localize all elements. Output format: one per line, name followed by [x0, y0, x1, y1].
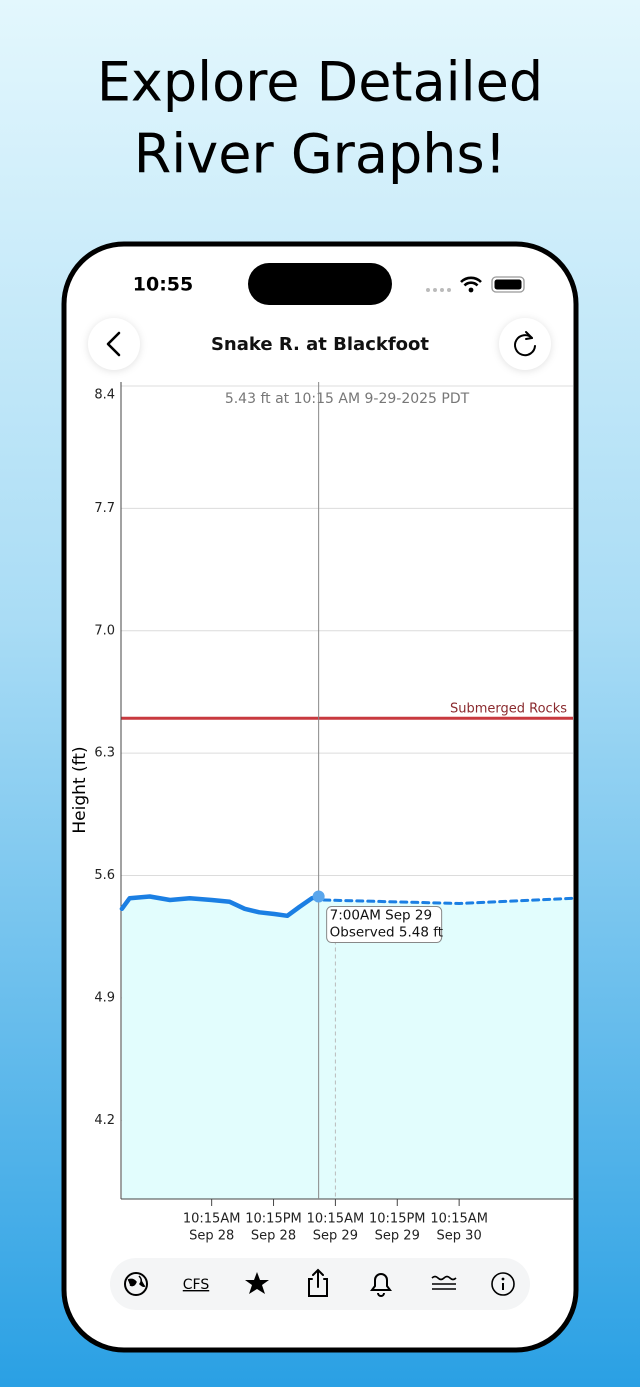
x-tick-label: 10:15AM	[307, 1212, 365, 1227]
x-tick-label: Sep 29	[375, 1229, 420, 1244]
status-time: 10:55	[133, 274, 193, 296]
headline: River Graphs!	[134, 123, 507, 186]
y-tick-label: 7.0	[94, 623, 115, 638]
y-tick-label: 8.4	[94, 388, 115, 403]
y-tick-label: 6.3	[94, 746, 115, 761]
chart-subtitle: 5.43 ft at 10:15 AM 9-29-2025 PDT	[225, 391, 470, 407]
map-button[interactable]	[124, 1272, 148, 1296]
status-icons	[426, 276, 525, 293]
x-tick-label: 10:15AM	[183, 1212, 241, 1227]
y-tick-label: 5.6	[94, 868, 115, 883]
y-tick-label: 4.2	[94, 1113, 115, 1128]
refresh-button[interactable]	[499, 318, 551, 370]
chart: 5.43 ft at 10:15 AM 9-29-2025 PDT 8.4 7.7 7…	[70, 382, 575, 1244]
tooltip-text: 7:00AM Sep 29	[330, 908, 432, 924]
cursor-marker	[312, 890, 325, 903]
headline: Explore Detailed	[97, 51, 543, 114]
area-fill-gap	[318, 900, 325, 1199]
observed-line	[119, 894, 321, 919]
threshold-label: Submerged Rocks	[450, 702, 567, 717]
forecast-line	[322, 896, 575, 905]
x-tick-label: 10:15PM	[369, 1212, 426, 1227]
x-tick-label: Sep 28	[189, 1229, 234, 1244]
water-button[interactable]	[431, 1275, 457, 1290]
x-tick-label: 10:15PM	[245, 1212, 302, 1227]
tooltip	[326, 906, 443, 944]
x-tick-label: 10:15AM	[430, 1212, 488, 1227]
area-fill	[121, 896, 319, 1199]
x-tick-label: Sep 30	[437, 1229, 482, 1244]
nav-title: Snake R. at Blackfoot	[211, 334, 429, 355]
y-tick-label: 4.9	[94, 990, 115, 1005]
tooltip-text: Observed 5.48 ft	[330, 925, 443, 941]
x-tick-label: Sep 29	[313, 1229, 358, 1244]
toolbar: CFS	[110, 1258, 530, 1310]
dynamic-island	[248, 263, 392, 305]
area-fill	[323, 898, 573, 1199]
alert-button[interactable]	[370, 1273, 392, 1297]
y-tick-label: 7.7	[94, 501, 115, 516]
favorite-button[interactable]	[245, 1272, 269, 1294]
back-button[interactable]	[88, 318, 140, 370]
info-button[interactable]	[491, 1272, 515, 1296]
y-axis-label: Height (ft)	[70, 746, 90, 833]
share-button[interactable]	[308, 1268, 328, 1297]
cfs-button[interactable]: CFS	[183, 1277, 210, 1293]
x-tick-label: Sep 28	[251, 1229, 296, 1244]
